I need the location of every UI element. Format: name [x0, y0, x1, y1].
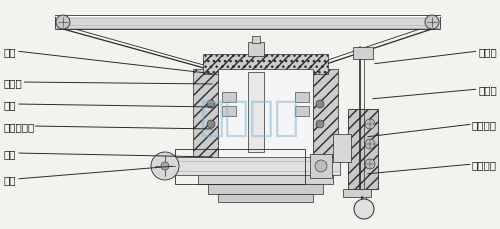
Circle shape [316, 120, 324, 128]
Text: 直立杆: 直立杆 [478, 85, 497, 95]
Text: 蜗杆: 蜗杆 [3, 148, 16, 158]
Bar [155, 157, 340, 175]
Bar [313, 70, 338, 169]
Circle shape [56, 16, 70, 30]
Text: 切换件: 切换件 [478, 47, 497, 57]
Bar [203, 55, 328, 75]
Text: 切换手柄: 切换手柄 [472, 159, 497, 169]
Text: 中间离合器: 中间离合器 [3, 121, 34, 131]
Bar [222, 93, 236, 103]
Circle shape [207, 101, 215, 109]
Bar [208, 184, 323, 194]
Bar [343, 189, 371, 197]
Bar [175, 149, 305, 184]
Bar [310, 154, 332, 178]
Bar [248, 73, 264, 152]
Text: 压簧: 压簧 [3, 100, 16, 109]
Circle shape [365, 159, 375, 169]
Bar [348, 109, 378, 189]
Bar [193, 70, 218, 169]
Bar [218, 194, 313, 202]
Bar [295, 106, 309, 117]
Circle shape [315, 160, 327, 172]
Circle shape [151, 152, 179, 180]
Text: 蜗轮: 蜗轮 [3, 174, 16, 184]
Bar [198, 169, 333, 184]
Bar [353, 48, 373, 60]
Circle shape [316, 101, 324, 109]
Circle shape [365, 139, 375, 149]
Text: 手动轴: 手动轴 [3, 78, 22, 88]
Circle shape [354, 199, 374, 219]
Bar [295, 93, 309, 103]
Circle shape [161, 162, 169, 170]
Text: 液工阀门: 液工阀门 [200, 97, 300, 138]
Bar [218, 70, 313, 169]
Text: 手轮: 手轮 [3, 47, 16, 57]
Circle shape [365, 120, 375, 129]
Bar [222, 106, 236, 117]
Bar [252, 37, 260, 44]
Circle shape [207, 120, 215, 128]
Bar [55, 16, 440, 30]
Bar [248, 43, 264, 57]
Circle shape [425, 16, 439, 30]
Text: 切换凸轮: 切换凸轮 [472, 120, 497, 129]
Bar [333, 134, 351, 162]
